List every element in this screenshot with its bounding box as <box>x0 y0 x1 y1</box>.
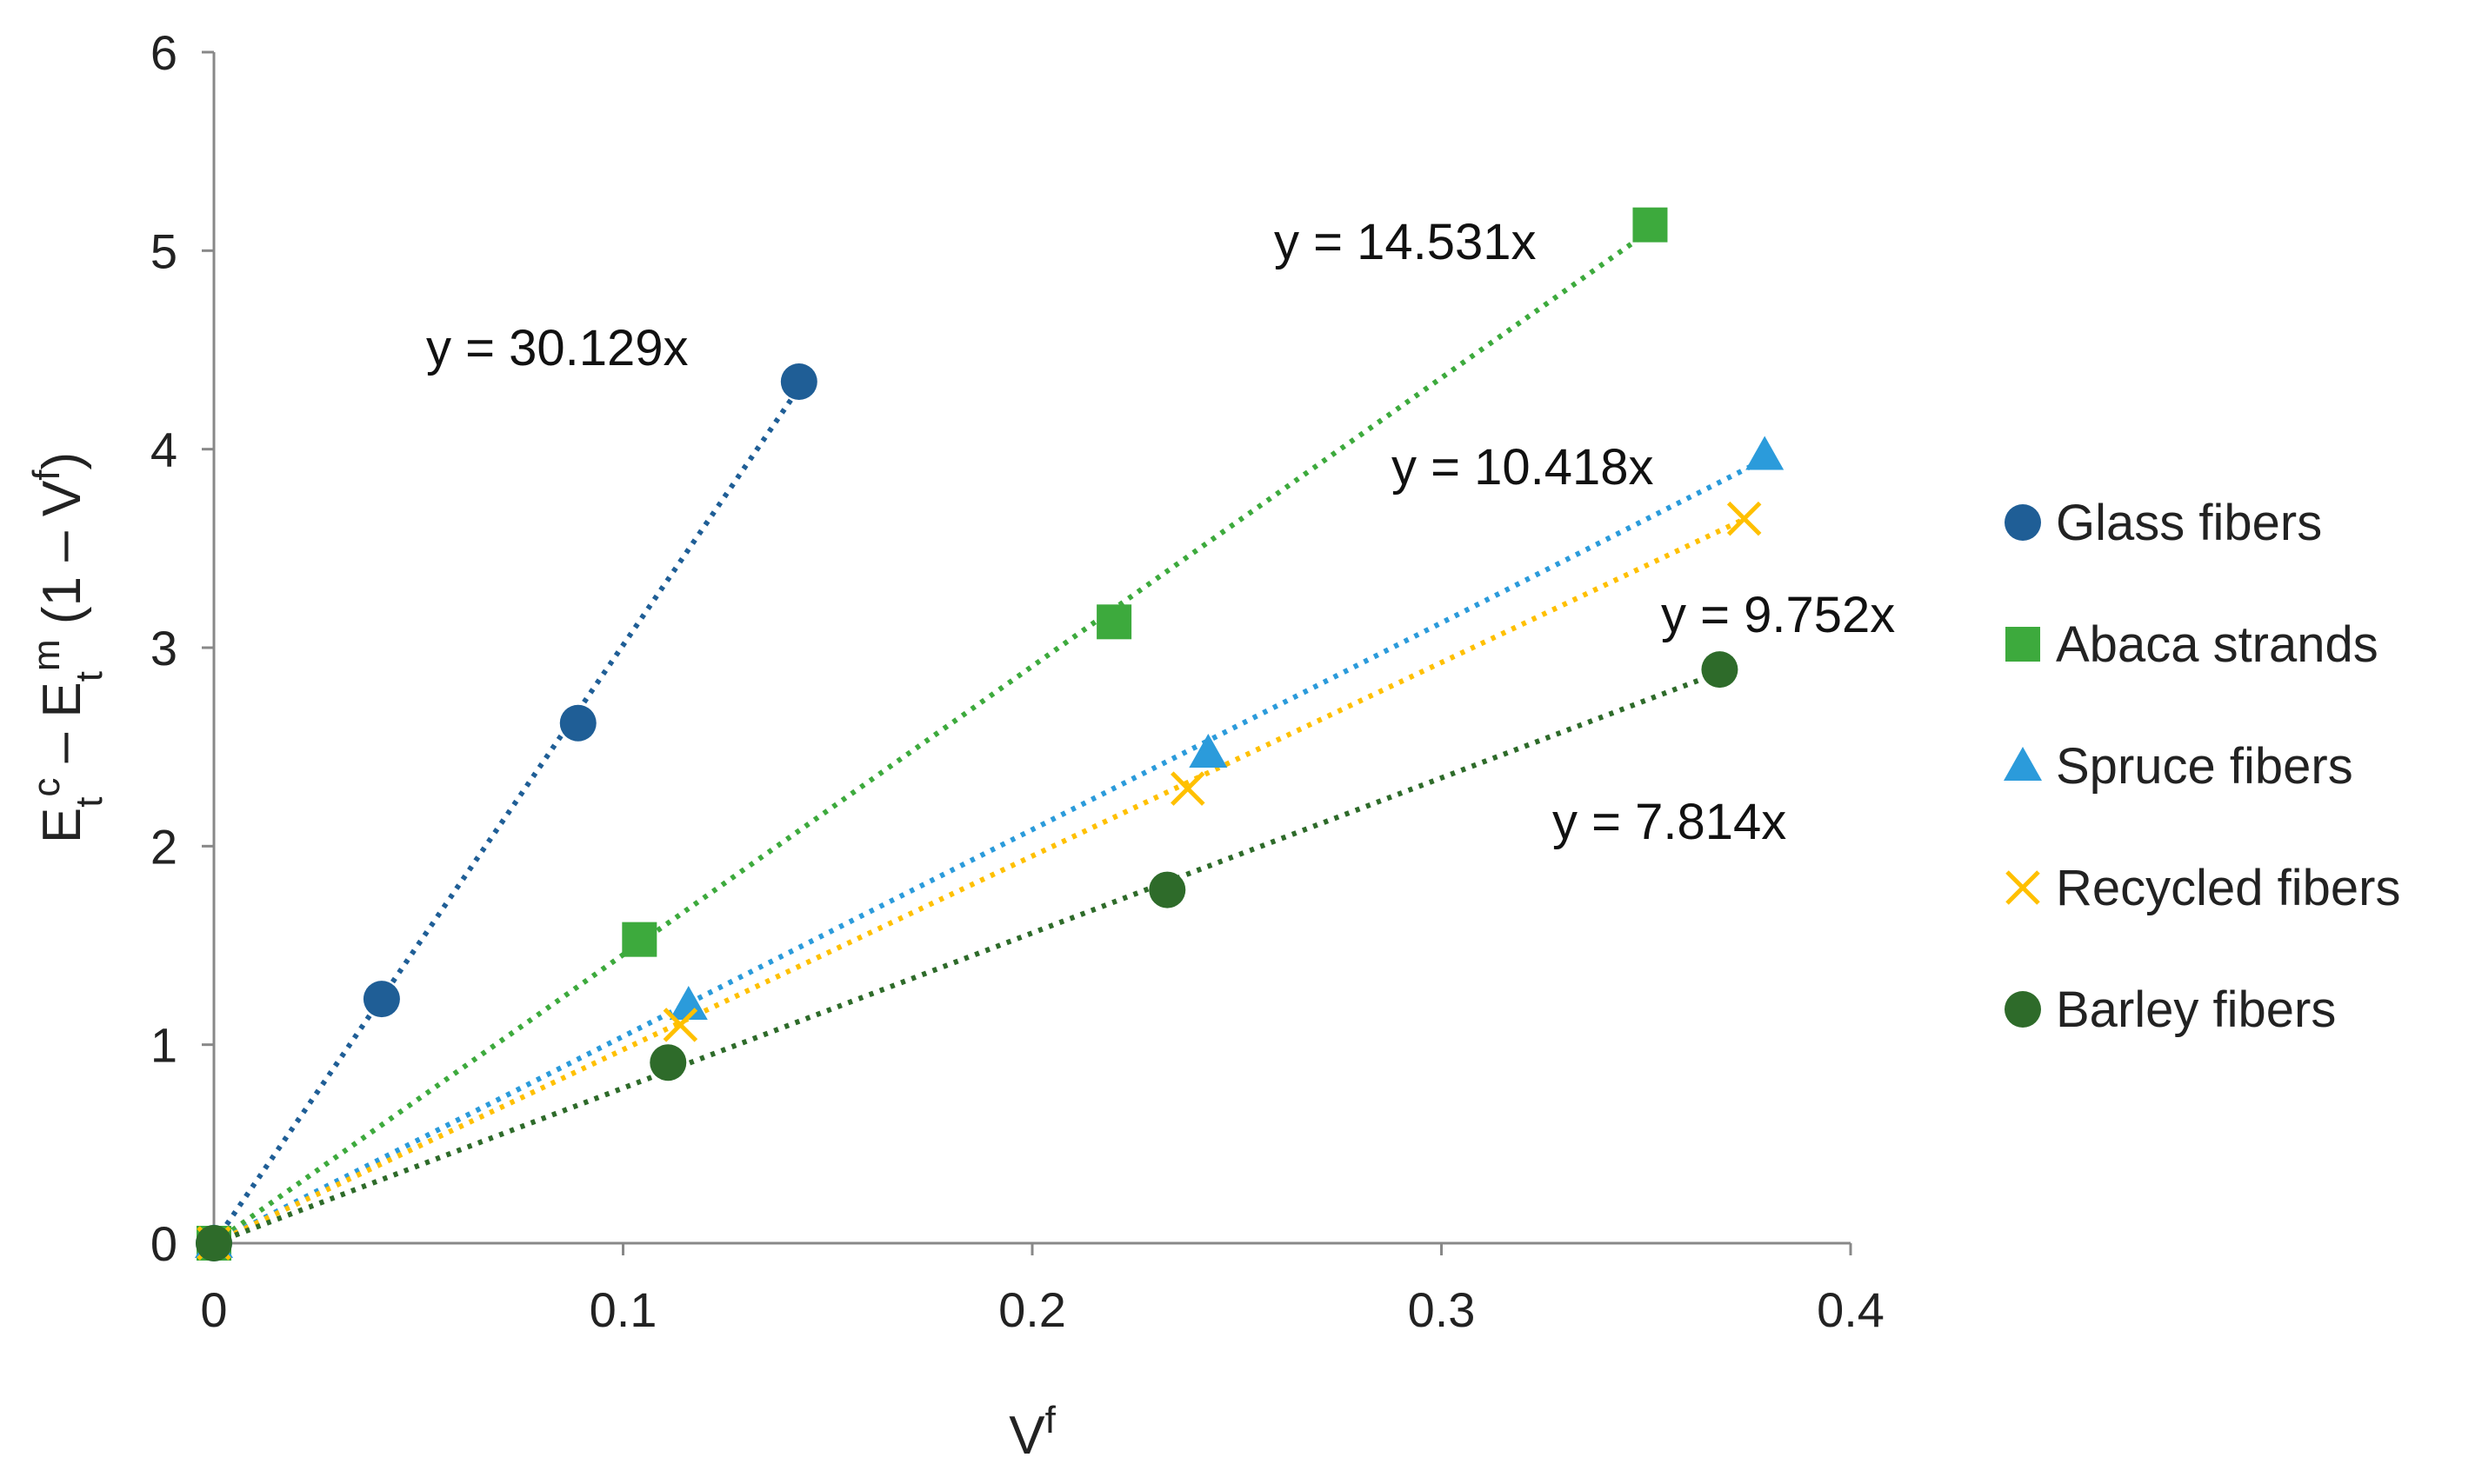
point-barley-fibers <box>650 1044 687 1081</box>
y-tick-label: 0 <box>150 1216 177 1271</box>
axis-title-part: V <box>1009 1406 1045 1466</box>
legend-marker-spruce-fibers <box>2004 747 2042 781</box>
point-spruce-fibers <box>1745 436 1785 470</box>
legend-label-spruce-fibers: Spruce fibers <box>2056 738 2353 795</box>
x-tick-label: 0.4 <box>1817 1282 1885 1337</box>
point-barley-fibers <box>196 1225 232 1261</box>
trendlines <box>211 228 1766 1246</box>
axis-title-part: – E <box>32 682 92 777</box>
x-tick-label: 0 <box>200 1282 227 1337</box>
legend-marker-abaca-strands <box>2005 627 2040 662</box>
data-points <box>195 207 1785 1261</box>
point-recycled-fibers <box>663 1008 698 1042</box>
axis-title-part: m <box>25 639 68 671</box>
trendline-equations: y = 30.129x y = 14.531x y = 10.418x y = 9.7… <box>426 214 1895 850</box>
point-spruce-fibers <box>669 986 708 1020</box>
legend: Glass fibers Abaca strands Spruce fibers Re… <box>2004 495 2400 1038</box>
y-tick-label: 5 <box>150 223 177 278</box>
point-barley-fibers <box>1149 871 1186 908</box>
y-axis-title: Etc – Etm (1 – Vf) <box>25 452 110 843</box>
equation-spruce-fibers: y = 10.418x <box>1391 439 1654 496</box>
trendline-recycled-fibers <box>212 516 1745 1246</box>
point-recycled-fibers <box>1726 501 1762 536</box>
legend-marker-glass-fibers <box>2005 504 2041 541</box>
axis-title-part: c <box>25 778 68 797</box>
y-tick-label: 4 <box>150 423 177 477</box>
x-tick-label: 0.3 <box>1408 1282 1476 1337</box>
axes <box>212 52 1851 1245</box>
legend-label-barley-fibers: Barley fibers <box>2056 982 2336 1038</box>
legend-label-abaca-strands: Abaca strands <box>2056 616 2378 673</box>
point-glass-fibers <box>363 981 400 1018</box>
equation-recycled-fibers: y = 9.752x <box>1661 587 1895 643</box>
trendline-barley-fibers <box>212 669 1721 1246</box>
y-tick-label: 6 <box>150 25 177 80</box>
point-spruce-fibers <box>1189 734 1228 769</box>
legend-marker-barley-fibers <box>2005 991 2041 1028</box>
trendline-glass-fibers <box>211 386 802 1245</box>
legend-label-recycled-fibers: Recycled fibers <box>2056 860 2400 916</box>
point-barley-fibers <box>1701 651 1738 689</box>
axis-title-part: f <box>25 469 68 481</box>
point-recycled-fibers <box>1171 771 1205 806</box>
axis-title-part: ) <box>32 452 92 470</box>
legend-label-glass-fibers: Glass fibers <box>2056 495 2322 551</box>
point-abaca-strands <box>622 922 657 957</box>
x-axis-title: Vf <box>1009 1399 1056 1467</box>
point-abaca-strands <box>1097 604 1132 640</box>
point-glass-fibers <box>559 704 597 742</box>
axis-title-part: t <box>68 797 110 808</box>
point-glass-fibers <box>780 363 817 401</box>
x-tick-label: 0.2 <box>998 1282 1066 1337</box>
y-tick-label: 2 <box>150 819 177 874</box>
equation-barley-fibers: y = 7.814x <box>1552 794 1786 850</box>
trendline-spruce-fibers <box>212 456 1766 1246</box>
equation-glass-fibers: y = 30.129x <box>426 320 689 376</box>
trendline-abaca-strands <box>212 228 1652 1246</box>
ticks: 0 0.1 0.2 0.3 0.4 0 1 2 3 4 5 6 <box>150 25 1885 1337</box>
y-tick-label: 3 <box>150 621 177 675</box>
axis-title-part: f <box>1045 1399 1057 1441</box>
axis-title-part: E <box>32 808 92 843</box>
equation-abaca-strands: y = 14.531x <box>1274 214 1537 270</box>
legend-marker-recycled-fibers <box>2005 870 2040 905</box>
x-tick-label: 0.1 <box>590 1282 657 1337</box>
axis-title-part: t <box>68 671 110 682</box>
point-abaca-strands <box>1632 207 1668 243</box>
y-tick-label: 1 <box>150 1018 177 1073</box>
axis-title-part: (1 – V <box>32 480 92 639</box>
